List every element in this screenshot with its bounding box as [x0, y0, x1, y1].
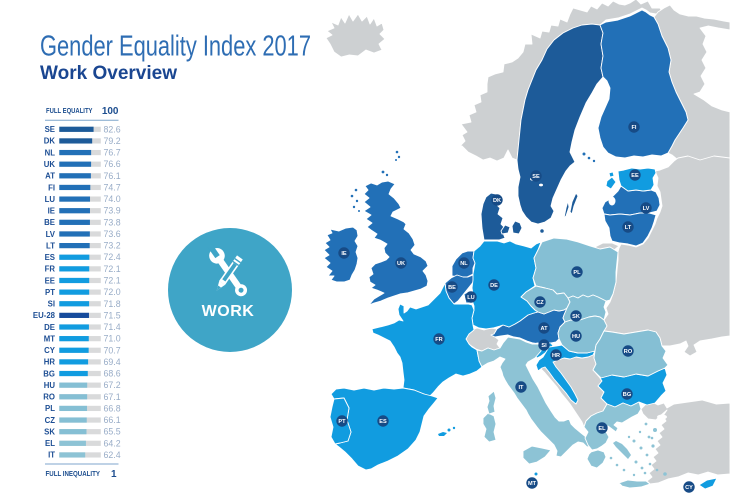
- svg-text:EE: EE: [45, 276, 55, 285]
- svg-text:PT: PT: [45, 288, 55, 297]
- svg-text:73.8: 73.8: [104, 217, 121, 227]
- svg-text:66.1: 66.1: [104, 415, 121, 425]
- svg-text:WORK: WORK: [202, 303, 255, 320]
- svg-text:UK: UK: [397, 261, 405, 267]
- svg-text:CZ: CZ: [45, 416, 56, 425]
- svg-text:LV: LV: [643, 206, 650, 212]
- svg-text:UK: UK: [44, 160, 56, 169]
- svg-text:EU-28: EU-28: [33, 311, 56, 320]
- svg-text:LT: LT: [625, 225, 632, 231]
- svg-text:DE: DE: [490, 283, 498, 289]
- svg-text:SK: SK: [572, 314, 580, 320]
- svg-text:66.8: 66.8: [104, 403, 121, 413]
- svg-text:76.6: 76.6: [104, 159, 121, 169]
- svg-text:LV: LV: [46, 230, 56, 239]
- svg-text:NL: NL: [45, 148, 56, 157]
- svg-text:EE: EE: [631, 173, 639, 179]
- svg-text:IE: IE: [341, 251, 347, 257]
- svg-text:68.6: 68.6: [104, 369, 121, 379]
- svg-text:LT: LT: [46, 241, 55, 250]
- svg-text:72.4: 72.4: [104, 252, 121, 262]
- svg-text:SK: SK: [44, 427, 55, 436]
- svg-text:PL: PL: [573, 270, 581, 276]
- svg-text:FULL INEQUALITY: FULL INEQUALITY: [46, 469, 101, 478]
- svg-text:72.1: 72.1: [104, 264, 121, 274]
- svg-text:CY: CY: [685, 485, 693, 491]
- svg-text:IE: IE: [48, 207, 55, 216]
- svg-text:FULL EQUALITY: FULL EQUALITY: [46, 106, 93, 115]
- svg-text:BE: BE: [448, 285, 456, 291]
- svg-text:69.4: 69.4: [104, 357, 121, 367]
- svg-text:HU: HU: [44, 381, 56, 390]
- svg-text:67.2: 67.2: [104, 380, 121, 390]
- svg-text:HR: HR: [552, 353, 560, 359]
- svg-text:DK: DK: [493, 198, 501, 204]
- svg-text:CZ: CZ: [536, 300, 544, 306]
- svg-text:ES: ES: [45, 253, 55, 262]
- svg-text:HR: HR: [44, 358, 56, 367]
- svg-text:Gender Equality Index 2017: Gender Equality Index 2017: [40, 31, 311, 63]
- svg-text:SI: SI: [48, 300, 55, 309]
- svg-text:BG: BG: [43, 369, 55, 378]
- svg-text:IT: IT: [519, 385, 525, 391]
- svg-text:1: 1: [111, 469, 117, 480]
- svg-text:74.0: 74.0: [104, 194, 121, 204]
- svg-text:SE: SE: [45, 125, 55, 134]
- svg-text:72.0: 72.0: [104, 287, 121, 297]
- svg-text:CY: CY: [44, 346, 56, 355]
- svg-text:82.6: 82.6: [104, 124, 121, 134]
- svg-text:LU: LU: [467, 295, 474, 301]
- svg-text:SI: SI: [541, 343, 547, 349]
- svg-text:71.8: 71.8: [104, 299, 121, 309]
- svg-text:71.5: 71.5: [104, 310, 121, 320]
- svg-text:FR: FR: [435, 337, 442, 343]
- svg-text:EL: EL: [598, 426, 606, 432]
- svg-text:72.1: 72.1: [104, 275, 121, 285]
- svg-text:AT: AT: [45, 172, 55, 181]
- svg-text:67.1: 67.1: [104, 392, 121, 402]
- svg-text:PT: PT: [338, 419, 346, 425]
- svg-text:73.6: 73.6: [104, 229, 121, 239]
- svg-text:MT: MT: [44, 334, 55, 343]
- svg-text:Work Overview: Work Overview: [40, 62, 178, 84]
- svg-text:FR: FR: [45, 265, 56, 274]
- svg-text:DE: DE: [44, 323, 55, 332]
- svg-text:NL: NL: [460, 261, 468, 267]
- svg-text:73.2: 73.2: [104, 241, 121, 251]
- svg-text:64.2: 64.2: [104, 438, 121, 448]
- svg-text:FI: FI: [48, 183, 55, 192]
- svg-text:70.7: 70.7: [104, 345, 121, 355]
- svg-text:BE: BE: [44, 218, 55, 227]
- svg-text:79.2: 79.2: [104, 136, 121, 146]
- svg-text:BG: BG: [623, 392, 631, 398]
- svg-text:IT: IT: [48, 451, 55, 460]
- svg-text:71.0: 71.0: [104, 334, 121, 344]
- svg-text:71.4: 71.4: [104, 322, 121, 332]
- svg-text:RO: RO: [43, 393, 55, 402]
- svg-text:76.1: 76.1: [104, 171, 121, 181]
- svg-text:74.7: 74.7: [104, 182, 121, 192]
- svg-text:MT: MT: [528, 481, 537, 487]
- svg-text:73.9: 73.9: [104, 206, 121, 216]
- svg-text:HU: HU: [572, 334, 580, 340]
- svg-text:100: 100: [102, 106, 119, 117]
- svg-text:SE: SE: [532, 174, 540, 180]
- svg-text:PL: PL: [45, 404, 55, 413]
- svg-text:EL: EL: [45, 439, 55, 448]
- svg-text:FI: FI: [632, 125, 637, 131]
- svg-text:DK: DK: [44, 137, 56, 146]
- svg-text:62.4: 62.4: [104, 450, 121, 460]
- svg-text:76.7: 76.7: [104, 148, 121, 158]
- svg-text:RO: RO: [624, 349, 633, 355]
- svg-text:ES: ES: [379, 419, 387, 425]
- svg-text:LU: LU: [45, 195, 56, 204]
- svg-text:AT: AT: [540, 326, 548, 332]
- svg-text:65.5: 65.5: [104, 427, 121, 437]
